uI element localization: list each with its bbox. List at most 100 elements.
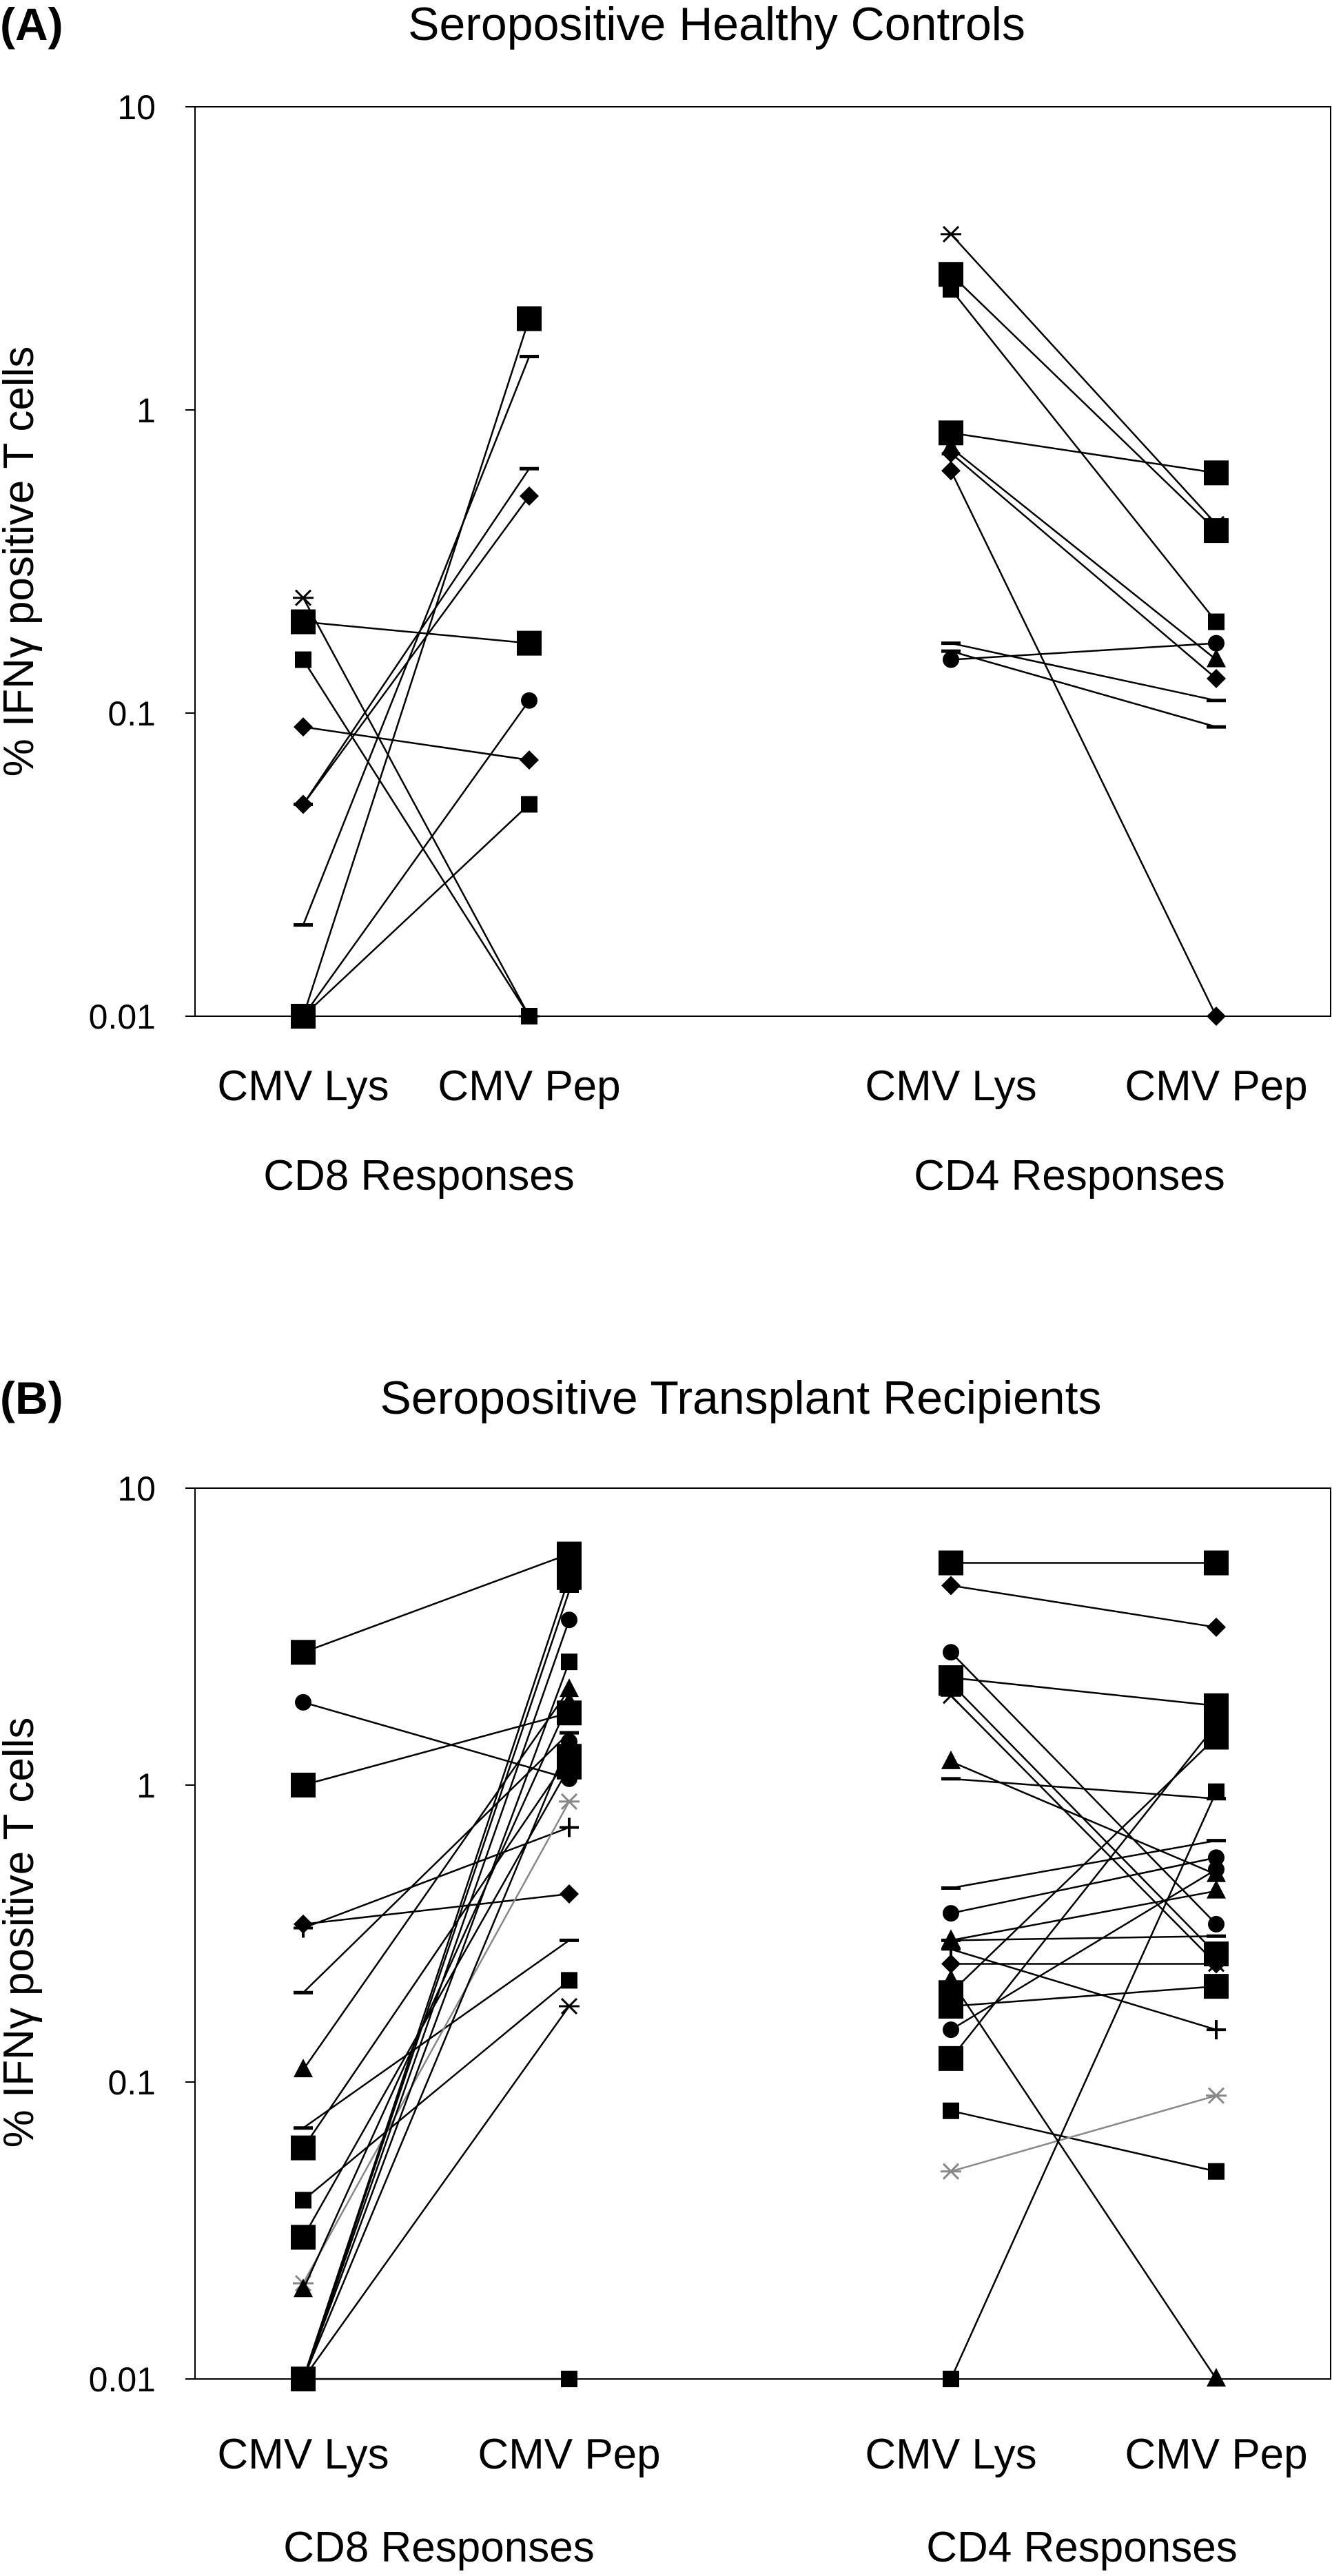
data-point-diamond — [1207, 1617, 1226, 1637]
data-point-square-small — [1208, 2163, 1225, 2180]
data-point-star — [941, 1687, 961, 1704]
series-8 — [291, 1744, 582, 2161]
x-tick-label-cd8-pep: CMV Pep — [438, 1062, 620, 1110]
data-point-square — [1204, 518, 1229, 544]
series-line — [303, 1732, 570, 1994]
data-point-square-small — [561, 1972, 577, 1989]
series-0 — [291, 609, 542, 656]
data-point-square — [291, 2225, 316, 2250]
data-series — [291, 225, 1229, 1029]
data-point-diamond — [520, 750, 539, 770]
data-point-diamond — [941, 1576, 961, 1596]
data-point-circle — [561, 1611, 577, 1629]
data-point-triangle — [560, 1691, 579, 1710]
series-line — [303, 1701, 570, 1780]
panel-letter: (B) — [0, 1372, 63, 1423]
series-6 — [294, 355, 539, 927]
y-tick-label-1: 1 — [136, 1766, 156, 1805]
data-point-square — [1204, 1712, 1229, 1738]
series-line — [950, 432, 1217, 474]
data-point-triangle — [1207, 648, 1226, 668]
y-tick-label-1: 1 — [136, 391, 156, 430]
series-27 — [941, 1777, 1226, 1801]
series-line — [302, 659, 531, 1017]
series-33 — [941, 1954, 1226, 1974]
series-line — [950, 452, 1217, 679]
series-19 — [295, 2371, 577, 2387]
data-point-diamond — [294, 717, 313, 737]
group-label-cd8: CD8 Responses — [263, 1152, 574, 1199]
data-series — [291, 1541, 1229, 2391]
series-line — [302, 1619, 571, 2380]
series-line — [950, 2094, 1217, 2172]
data-point-triangle — [1207, 1879, 1226, 1899]
data-point-square-small — [295, 2192, 311, 2209]
series-line — [302, 356, 531, 926]
data-point-square — [939, 2046, 963, 2071]
x-tick-label-cd8-lys: CMV Lys — [217, 2431, 389, 2478]
data-point-diamond — [941, 1954, 961, 1974]
panel-a: (A) Seropositive Healthy Controls % IFNγ… — [0, 0, 1331, 1199]
y-tick-label-0.01: 0.01 — [89, 2360, 156, 2399]
series-17 — [941, 641, 1226, 703]
series-line — [303, 803, 530, 1017]
data-point-circle — [1208, 1915, 1225, 1933]
series-line — [303, 1553, 570, 1653]
data-point-triangle — [294, 2059, 313, 2078]
series-5 — [294, 466, 539, 806]
series-line — [950, 1948, 1217, 2031]
series-0 — [291, 1541, 582, 1665]
series-10 — [941, 225, 1227, 533]
series-line — [950, 1890, 1217, 1941]
data-point-square-small — [943, 2371, 959, 2387]
series-line — [950, 1724, 1217, 2059]
plot-frame — [194, 106, 1331, 1017]
series-3 — [294, 717, 539, 770]
series-31 — [941, 1934, 1226, 1942]
data-point-plus — [294, 1918, 313, 1938]
series-7 — [291, 306, 542, 1029]
data-point-diamond — [941, 461, 961, 481]
data-point-circle — [1208, 635, 1225, 652]
series-line — [302, 495, 531, 805]
series-5 — [294, 1731, 579, 1995]
series-line — [950, 642, 1217, 702]
y-tick-label-10: 10 — [117, 1470, 156, 1508]
series-line — [950, 642, 1217, 661]
data-point-square — [1204, 460, 1229, 486]
data-point-square — [291, 2135, 316, 2161]
data-point-square-small — [561, 1653, 577, 1671]
data-point-square-small — [295, 2371, 311, 2387]
series-line — [950, 1778, 1217, 1800]
data-point-circle — [1208, 1849, 1225, 1866]
series-36 — [943, 1861, 1225, 2039]
data-point-circle — [943, 2021, 959, 2039]
y-tick-marks — [185, 1487, 195, 2380]
data-point-triangle — [941, 1750, 961, 1769]
data-point-diamond — [520, 486, 539, 506]
series-1 — [295, 651, 537, 1024]
y-axis-label: % IFNγ positive T cells — [0, 1718, 43, 2148]
series-2 — [293, 589, 540, 1025]
data-point-circle — [943, 1644, 959, 1661]
series-16 — [294, 1589, 579, 2381]
series-7 — [294, 1938, 579, 2130]
data-point-diamond — [1207, 668, 1226, 688]
chart-title: Seropositive Healthy Controls — [408, 0, 1025, 50]
series-6 — [294, 1678, 579, 2078]
series-line — [302, 468, 531, 805]
x-tick-label-cd4-pep: CMV Pep — [1125, 1062, 1307, 1110]
series-line — [950, 446, 1217, 661]
series-line — [950, 650, 1217, 728]
series-line — [302, 318, 531, 1017]
group-label-cd4: CD4 Responses — [926, 2524, 1237, 2571]
series-line — [302, 1801, 571, 2284]
series-line — [950, 1935, 1217, 1941]
series-39 — [941, 2087, 1227, 2180]
series-38 — [943, 2102, 1225, 2180]
data-point-square — [291, 1640, 316, 1665]
series-12 — [943, 280, 1225, 630]
series-23 — [939, 1665, 1229, 1718]
x-tick-label-cd4-pep: CMV Pep — [1125, 2431, 1307, 2478]
data-point-square — [939, 1550, 963, 1576]
